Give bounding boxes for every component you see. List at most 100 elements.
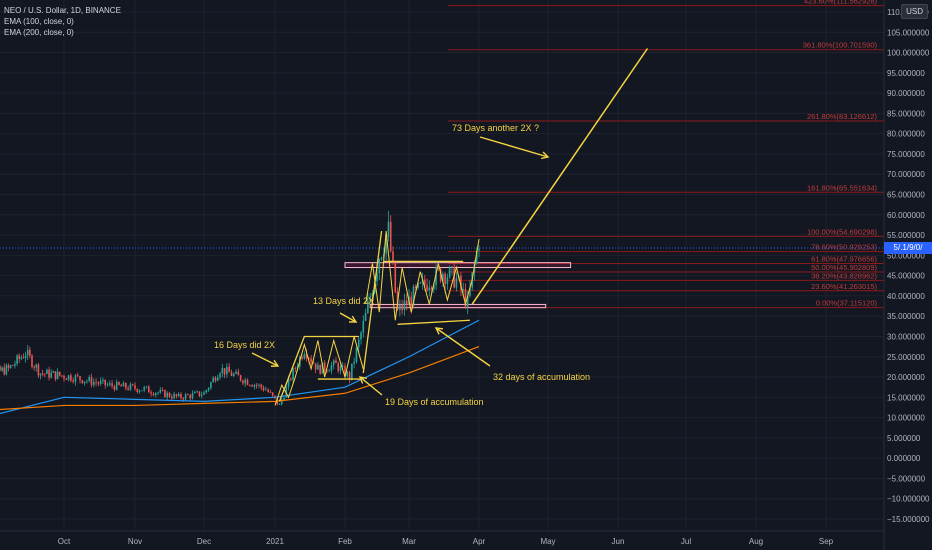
candle-body (136, 388, 139, 392)
price-tick-label: 50.000000 (887, 251, 925, 260)
candle-body (412, 286, 415, 306)
candle-body (319, 364, 321, 374)
candle-body (424, 279, 426, 285)
candle-body (265, 389, 267, 391)
candle-body (392, 251, 394, 263)
candle-body (251, 385, 253, 387)
candle-body (154, 393, 157, 396)
annotation-label: 13 Days did 2X (313, 296, 374, 306)
ema200-legend[interactable]: EMA (200, close, 0) (4, 28, 74, 37)
candle-body (312, 361, 315, 364)
price-tick-label: 55.000000 (887, 231, 925, 240)
candle-body (212, 377, 214, 383)
candle-body (258, 384, 260, 386)
candle-body (177, 393, 180, 397)
candle-body (437, 266, 440, 269)
candle-body (187, 394, 189, 396)
candle-body (210, 382, 212, 388)
candle-body (12, 365, 14, 367)
support-zones (344, 262, 572, 309)
candle-body (394, 262, 397, 293)
candle-body (469, 287, 471, 297)
candle-body (364, 313, 367, 321)
candle-body (159, 389, 162, 393)
candle-body (180, 393, 182, 399)
candle-body (35, 364, 38, 368)
candle-body (46, 369, 48, 374)
candle-body (145, 386, 148, 388)
symbol-title[interactable]: NEO / U.S. Dollar, 1D, BINANCE (4, 6, 121, 15)
grid (0, 0, 884, 530)
price-axis[interactable]: 110.000000105.000000100.00000095.0000009… (883, 0, 930, 550)
candle-body (371, 293, 374, 297)
candle-body (414, 286, 417, 288)
candle-body (246, 379, 249, 385)
candle-body (341, 366, 344, 367)
time-tick-label: May (540, 537, 555, 546)
candle-body (1, 367, 3, 371)
candle-body (9, 365, 12, 368)
candle-body (90, 377, 93, 385)
candle-body (417, 282, 419, 288)
candle-body (182, 398, 185, 400)
candle-body (292, 368, 294, 380)
candle-body (5, 365, 8, 375)
candle-body (0, 366, 1, 371)
candle-body (223, 368, 226, 375)
price-tick-label: −5.000000 (887, 474, 926, 483)
price-tick-label: 80.000000 (887, 130, 925, 139)
fib-level-label: 100.00%(54.690298) (807, 227, 878, 236)
candle-body (56, 371, 59, 380)
fib-level-label: 23.60%(41.263015) (811, 282, 877, 291)
candle-body (3, 367, 6, 375)
currency-badge[interactable]: USD (901, 4, 928, 19)
sketch-wave-2 (365, 230, 480, 321)
candle-body (207, 387, 210, 391)
candle-body (171, 396, 173, 399)
candle-body (52, 371, 55, 373)
price-tick-label: 5.000000 (887, 434, 921, 443)
candle-body (389, 221, 392, 252)
candle-body (191, 393, 194, 399)
bracket-13-days (362, 230, 383, 374)
candle-body (157, 392, 159, 394)
candle-body (283, 397, 285, 400)
candle-body (150, 392, 152, 394)
candle-body (348, 372, 351, 380)
candle-body (357, 339, 360, 348)
price-tick-label: 25.000000 (887, 353, 925, 362)
candle-body (37, 364, 40, 376)
candle-body (72, 380, 74, 382)
time-tick-label: Jun (612, 537, 625, 546)
candle-body (280, 399, 283, 405)
candle-body (194, 391, 196, 394)
candle-body (305, 354, 308, 359)
time-tick-label: Oct (58, 537, 71, 546)
candle-body (134, 385, 136, 389)
ema100-legend[interactable]: EMA (100, close, 0) (4, 17, 74, 26)
candle-body (50, 372, 52, 378)
price-tick-label: 90.000000 (887, 89, 925, 98)
candle-body (435, 266, 437, 286)
candle-body (462, 289, 464, 290)
candle-body (61, 375, 63, 377)
candle-body (203, 392, 205, 395)
candle-body (478, 248, 480, 251)
candle-body (380, 257, 383, 260)
price-tick-label: −10.000000 (887, 495, 930, 504)
candle-body (446, 277, 449, 284)
candle-body (310, 358, 312, 362)
candle-body (294, 368, 297, 369)
candle-body (464, 289, 467, 307)
candle-body (127, 388, 129, 390)
candle-body (189, 395, 191, 399)
time-axis[interactable]: Oct Nov Dec 2021 Feb Mar Apr May Jun Jul Aug Sep (0, 530, 884, 546)
candle-body (475, 250, 478, 264)
sketch-wave-1 (274, 336, 364, 406)
candle-body (344, 366, 346, 377)
arrow-16-days (251, 352, 279, 367)
candle-body (260, 384, 263, 388)
candle-body (271, 392, 274, 396)
